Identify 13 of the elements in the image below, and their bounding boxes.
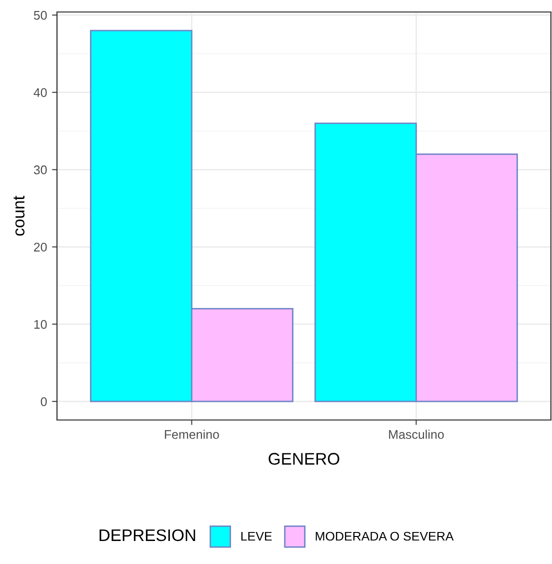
- legend-label: MODERADA O SEVERA: [316, 532, 454, 541]
- y-tick-label: 20: [34, 242, 47, 252]
- y-axis-title: count: [14, 196, 25, 236]
- legend-title: DEPRESION: [100, 529, 196, 542]
- y-tick-label: 50: [34, 10, 47, 20]
- y-tick-label: 30: [34, 165, 47, 174]
- legend-label: LEVE: [241, 532, 272, 541]
- x-tick-label: Masculino: [389, 430, 444, 439]
- y-tick-label: 10: [34, 320, 47, 329]
- y-tick-label: 0: [40, 397, 47, 406]
- x-axis-title: GENERO: [268, 452, 340, 465]
- x-tick-label: Femenino: [164, 430, 219, 439]
- y-tick-label: 40: [34, 88, 47, 98]
